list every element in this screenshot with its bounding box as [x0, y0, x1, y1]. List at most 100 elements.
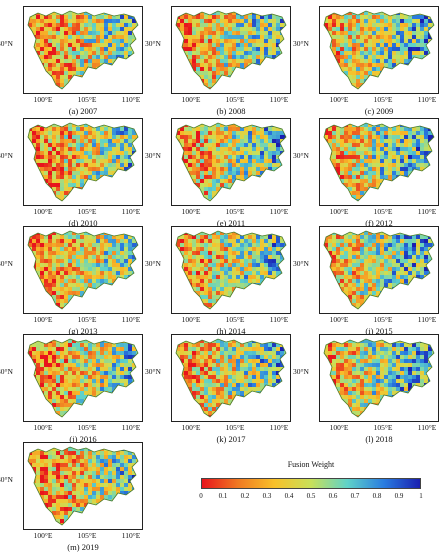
colorbar-tick-label: 0.7 [351, 492, 360, 500]
latitude-label: 30°N [0, 151, 13, 160]
lon-tick: 100°E [182, 207, 201, 216]
longitude-ticks: 100°E 105°E 110°E [23, 207, 143, 217]
lon-tick: 100°E [34, 423, 53, 432]
map-panel-c: 30°N 100°E 105°E 110°E (c) 2009 [319, 6, 439, 118]
lon-tick: 110°E [418, 207, 437, 216]
map-panel-k: 30°N 100°E 105°E 110°E (k) 2017 [171, 334, 291, 446]
longitude-ticks: 100°E 105°E 110°E [319, 423, 439, 433]
lon-tick: 110°E [270, 315, 289, 324]
panel-caption: (a) 2007 [23, 106, 143, 116]
lon-tick: 105°E [78, 315, 97, 324]
colorbar-tick-label: 0.1 [219, 492, 228, 500]
latitude-label: 30°N [145, 39, 161, 48]
map-frame [23, 334, 143, 422]
map-panel-h: 30°N 100°E 105°E 110°E (h) 2014 [171, 226, 291, 338]
lon-tick: 100°E [34, 315, 53, 324]
longitude-ticks: 100°E 105°E 110°E [171, 95, 291, 105]
colorbar-gradient [201, 478, 421, 489]
latitude-label: 30°N [0, 475, 13, 484]
map-panel-g: 30°N 100°E 105°E 110°E (g) 2013 [23, 226, 143, 338]
map-panel-a: 30°N 100°E 105°E 110°E (a) 2007 [23, 6, 143, 118]
weight-map [320, 7, 438, 93]
lon-tick: 100°E [34, 95, 53, 104]
colorbar-tick-label: 0.3 [263, 492, 272, 500]
lon-tick: 110°E [122, 531, 141, 540]
latitude-label: 30°N [0, 39, 13, 48]
colorbar-tick-label: 0.8 [373, 492, 382, 500]
weight-map [320, 335, 438, 421]
map-frame [171, 118, 291, 206]
map-panel-f: 30°N 100°E 105°E 110°E (f) 2012 [319, 118, 439, 230]
map-frame [319, 6, 439, 94]
lon-tick: 105°E [374, 207, 393, 216]
lon-tick: 100°E [34, 531, 53, 540]
map-panel-l: 30°N 100°E 105°E 110°E (l) 2018 [319, 334, 439, 446]
lon-tick: 110°E [418, 423, 437, 432]
lon-tick: 100°E [182, 423, 201, 432]
map-panel-m: 30°N 100°E 105°E 110°E (m) 2019 [23, 442, 143, 554]
longitude-ticks: 100°E 105°E 110°E [23, 423, 143, 433]
lon-tick: 100°E [330, 95, 349, 104]
lon-tick: 105°E [374, 423, 393, 432]
weight-map [172, 335, 290, 421]
lon-tick: 105°E [226, 207, 245, 216]
lon-tick: 110°E [270, 95, 289, 104]
lon-tick: 100°E [182, 315, 201, 324]
weight-map [172, 7, 290, 93]
latitude-label: 30°N [145, 367, 161, 376]
map-frame [23, 6, 143, 94]
lon-tick: 105°E [374, 95, 393, 104]
colorbar-tick-label: 0.5 [307, 492, 316, 500]
lon-tick: 105°E [226, 315, 245, 324]
colorbar-tick-label: 0.2 [241, 492, 250, 500]
longitude-ticks: 100°E 105°E 110°E [171, 315, 291, 325]
longitude-ticks: 100°E 105°E 110°E [23, 95, 143, 105]
longitude-ticks: 100°E 105°E 110°E [319, 95, 439, 105]
latitude-label: 30°N [293, 151, 309, 160]
map-frame [171, 6, 291, 94]
panel-caption: (b) 2008 [171, 106, 291, 116]
weight-map [24, 7, 142, 93]
map-frame [319, 226, 439, 314]
weight-map [320, 227, 438, 313]
panel-caption: (l) 2018 [319, 434, 439, 444]
lon-tick: 110°E [418, 315, 437, 324]
map-panel-i: 30°N 100°E 105°E 110°E (i) 2015 [319, 226, 439, 338]
lon-tick: 100°E [34, 207, 53, 216]
map-panel-e: 30°N 100°E 105°E 110°E (e) 2011 [171, 118, 291, 230]
map-panel-d: 30°N 100°E 105°E 110°E (d) 2010 [23, 118, 143, 230]
map-frame [23, 442, 143, 530]
panel-caption: (k) 2017 [171, 434, 291, 444]
lon-tick: 100°E [330, 423, 349, 432]
lon-tick: 110°E [122, 315, 141, 324]
latitude-label: 30°N [293, 367, 309, 376]
colorbar-tick-label: 0.9 [395, 492, 404, 500]
longitude-ticks: 100°E 105°E 110°E [319, 315, 439, 325]
weight-map [172, 227, 290, 313]
weight-map [172, 119, 290, 205]
map-frame [171, 226, 291, 314]
latitude-label: 30°N [0, 367, 13, 376]
lon-tick: 105°E [226, 95, 245, 104]
map-frame [171, 334, 291, 422]
weight-map [320, 119, 438, 205]
lon-tick: 100°E [182, 95, 201, 104]
panel-caption: (c) 2009 [319, 106, 439, 116]
longitude-ticks: 100°E 105°E 110°E [23, 531, 143, 541]
lon-tick: 110°E [122, 207, 141, 216]
latitude-label: 30°N [145, 259, 161, 268]
map-panel-b: 30°N 100°E 105°E 110°E (b) 2008 [171, 6, 291, 118]
weight-map [24, 119, 142, 205]
weight-map [24, 227, 142, 313]
lon-tick: 110°E [270, 423, 289, 432]
longitude-ticks: 100°E 105°E 110°E [319, 207, 439, 217]
map-frame [319, 334, 439, 422]
lon-tick: 105°E [374, 315, 393, 324]
colorbar-tick-label: 0.4 [285, 492, 294, 500]
lon-tick: 110°E [122, 95, 141, 104]
latitude-label: 30°N [293, 259, 309, 268]
panel-caption: (m) 2019 [23, 542, 143, 552]
colorbar-title: Fusion Weight [201, 460, 421, 469]
weight-map [24, 335, 142, 421]
